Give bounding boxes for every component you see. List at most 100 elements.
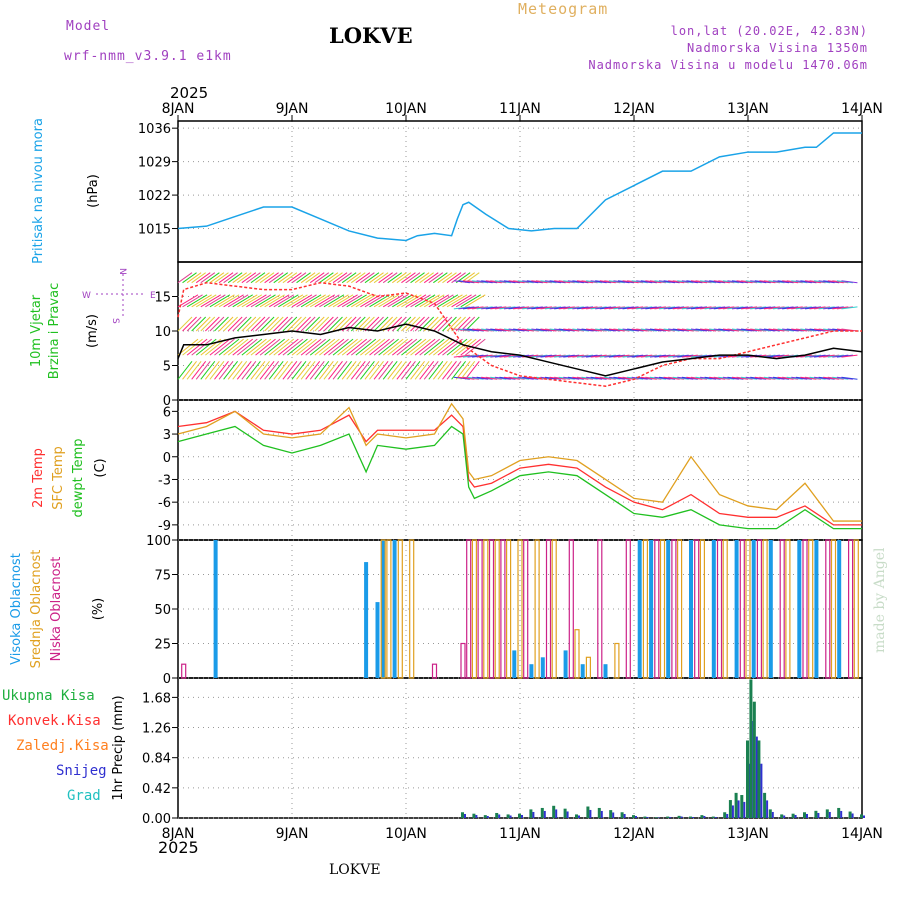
wind-arrow [804, 306, 822, 310]
wind-arrow [800, 328, 817, 332]
mid-cloud-bar [409, 539, 415, 679]
wind-arrow [455, 338, 477, 356]
wind-arrow [800, 306, 817, 310]
wind-arrow [608, 306, 625, 310]
high-cloud-bar [689, 540, 693, 678]
wind-arrow [391, 316, 407, 332]
mid-cloud-bar [397, 539, 403, 679]
wind-arrow [654, 306, 671, 310]
wind-arrow [741, 306, 758, 310]
wind-gust-line [177, 281, 862, 387]
wind-arrow [195, 360, 211, 380]
wind-arrow [782, 328, 799, 332]
wind-arrow [232, 294, 253, 308]
wind-arrow [282, 360, 298, 380]
y-tick-label: 0 [163, 394, 171, 409]
wind-arrow [558, 280, 575, 284]
wind-arrow [323, 360, 339, 380]
precip-bar [540, 807, 544, 818]
wind-arrow [654, 280, 671, 284]
high-cloud-bar [797, 540, 802, 678]
precip-bar [837, 807, 841, 818]
wind-arrow [741, 376, 758, 380]
wind-arrow [305, 360, 321, 380]
wind-arrow [287, 272, 302, 284]
wind-arrow [300, 316, 316, 332]
wind-arrow [814, 354, 831, 358]
wind-arrow [177, 294, 199, 308]
snow-bar [783, 815, 786, 818]
wind-arrow [745, 328, 762, 332]
wind-arrow [722, 306, 739, 310]
wind-arrow [446, 294, 468, 308]
wind-arrow [296, 360, 311, 380]
wind-arrow [718, 376, 735, 380]
precip-bar [563, 808, 567, 818]
snow-bar [646, 816, 649, 818]
wind-arrow [718, 306, 735, 310]
wind-arrow [410, 360, 425, 380]
wind-arrow [695, 354, 712, 358]
precip-bar [654, 817, 658, 818]
low-cloud-bar [500, 539, 506, 679]
wind-arrow [182, 294, 203, 308]
precip-legend-item: Konvek.Kisa [8, 713, 101, 729]
wind-arrow [264, 360, 280, 380]
wind-arrow [191, 272, 206, 284]
wind-arrow [526, 306, 543, 310]
wind-arrow [246, 316, 261, 332]
wind-arrow [595, 328, 612, 332]
wind-arrow [177, 360, 193, 380]
wind-arrow [214, 316, 229, 332]
wind-arrow [364, 272, 380, 284]
wind-arrow [640, 328, 657, 332]
wind-arrow [300, 360, 316, 380]
wind-arrow [809, 280, 826, 284]
wind-arrow [604, 376, 621, 380]
high-cloud-bar [381, 540, 386, 678]
precip-bar [586, 806, 590, 818]
wind-arrow [549, 354, 566, 358]
wind-arrow [772, 376, 790, 380]
wind-arrow [768, 354, 785, 358]
wind-arrow [250, 360, 266, 380]
wind-arrow [273, 360, 289, 380]
wind-arrow [777, 376, 794, 380]
low-cloud-bar [756, 539, 763, 679]
wind-arrow [836, 354, 853, 358]
wind-arrow [526, 280, 543, 284]
wind-arrow [590, 376, 607, 380]
wind-arrow [572, 328, 589, 332]
wind-arrow [432, 360, 448, 380]
wind-arrow [369, 316, 384, 332]
high-cloud-bar [666, 540, 671, 678]
wind-arrow [205, 338, 226, 356]
wind-arrow [227, 294, 249, 308]
wind-arrow [841, 328, 858, 332]
wind-arrow [232, 272, 248, 284]
wind-arrow [672, 354, 689, 358]
wind-arrow [241, 360, 257, 380]
wind-arrow [791, 280, 808, 284]
wind-arrow [462, 354, 480, 358]
wind-arrow [677, 376, 694, 380]
wind-arrow [405, 316, 421, 332]
model-label: Model [66, 19, 111, 34]
precip-bar [780, 814, 784, 818]
wind-arrow [768, 280, 785, 284]
wind-arrow [690, 376, 708, 380]
wind-arrow [369, 272, 384, 284]
wind-arrow [595, 354, 612, 358]
wind-arrow [668, 280, 685, 284]
precip-legend-item: Snijeg [56, 763, 107, 779]
wind-arrow [236, 272, 252, 284]
wind-arrow [300, 272, 316, 284]
wind-arrow [268, 294, 290, 308]
precip-bar [666, 816, 670, 818]
wind-arrow [754, 376, 771, 380]
wind-arrow [709, 328, 726, 332]
wind-arrow [467, 280, 484, 284]
wind-arrow [508, 280, 525, 284]
wind-arrow [232, 338, 254, 356]
wind-arrow [617, 280, 635, 284]
